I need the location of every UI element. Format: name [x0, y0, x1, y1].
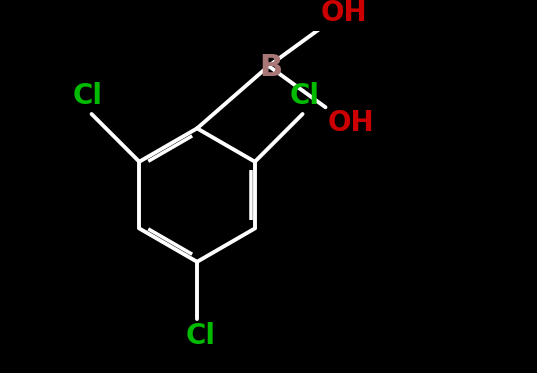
Text: Cl: Cl — [186, 322, 216, 350]
Text: OH: OH — [321, 0, 367, 28]
Text: Cl: Cl — [73, 82, 103, 110]
Text: B: B — [259, 53, 282, 82]
Text: OH: OH — [328, 109, 374, 137]
Text: Cl: Cl — [289, 82, 320, 110]
